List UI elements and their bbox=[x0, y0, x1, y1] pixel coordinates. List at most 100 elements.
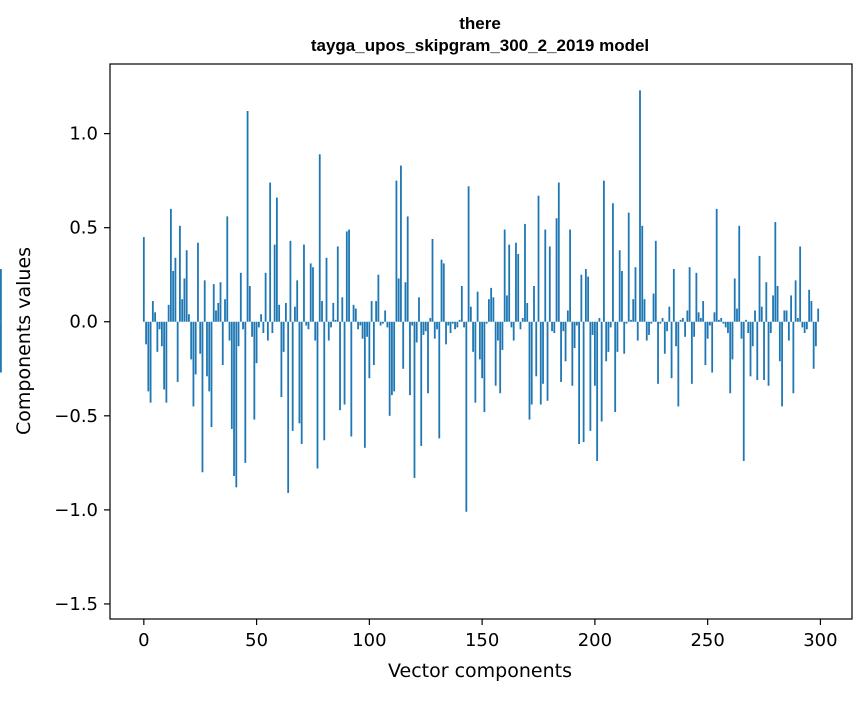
bars-group bbox=[0, 90, 820, 512]
bar-48 bbox=[251, 321, 253, 337]
bar-69 bbox=[298, 321, 301, 424]
bar-18 bbox=[183, 278, 186, 322]
bar-6 bbox=[156, 321, 159, 352]
bar-1 bbox=[145, 321, 147, 345]
bar-33 bbox=[217, 302, 220, 322]
bar-12 bbox=[169, 208, 172, 322]
bar-63 bbox=[285, 302, 287, 322]
bar-17 bbox=[181, 299, 184, 322]
bar-184 bbox=[557, 182, 560, 322]
bar-32 bbox=[215, 310, 217, 322]
bar-105 bbox=[379, 321, 382, 326]
bar-121 bbox=[415, 321, 418, 343]
bar-75 bbox=[312, 267, 314, 322]
bar-31 bbox=[212, 284, 215, 322]
bar-288 bbox=[792, 321, 795, 394]
bar-3 bbox=[149, 321, 152, 403]
bar-158 bbox=[499, 321, 502, 394]
bar-106 bbox=[381, 321, 384, 324]
x-tick-label: 0 bbox=[138, 630, 149, 651]
y-tick-label: −0.5 bbox=[54, 406, 98, 427]
bar-280 bbox=[774, 222, 777, 322]
x-tick-label: 150 bbox=[465, 630, 499, 651]
bar-39 bbox=[230, 321, 233, 429]
bar-97 bbox=[361, 321, 364, 339]
bar-194 bbox=[580, 274, 583, 322]
bar-230 bbox=[661, 317, 664, 322]
bar-277 bbox=[767, 321, 770, 386]
bar-95 bbox=[357, 321, 359, 330]
bar-204 bbox=[603, 180, 605, 322]
bar-201 bbox=[596, 321, 599, 461]
bar-172 bbox=[530, 321, 533, 405]
bar-110 bbox=[391, 321, 393, 396]
bar-299 bbox=[817, 308, 820, 322]
bar-282 bbox=[778, 321, 781, 362]
bar-210 bbox=[616, 321, 619, 352]
y-tick-label: −1.0 bbox=[54, 500, 98, 521]
bar-178 bbox=[544, 229, 547, 322]
bar-190 bbox=[571, 321, 574, 386]
bar-117 bbox=[406, 216, 409, 322]
bar-202 bbox=[598, 317, 601, 322]
bar-215 bbox=[627, 212, 630, 322]
bar-71 bbox=[303, 244, 305, 322]
bar-77 bbox=[316, 321, 319, 469]
bar-131 bbox=[438, 321, 441, 439]
bar-7 bbox=[158, 321, 161, 330]
bar-161 bbox=[506, 295, 508, 322]
bar-245 bbox=[695, 272, 698, 322]
bar-167 bbox=[519, 321, 522, 330]
bar-197 bbox=[587, 276, 590, 322]
bar-91 bbox=[348, 229, 350, 322]
x-tick-label: 200 bbox=[578, 630, 612, 651]
bar-214 bbox=[625, 321, 628, 324]
bar-295 bbox=[808, 289, 811, 322]
bar-35 bbox=[221, 321, 224, 366]
x-axis-ticks: 0 50 100 150 200 250 300 bbox=[138, 619, 838, 651]
bar-135 bbox=[447, 321, 450, 326]
bar-87 bbox=[339, 321, 341, 411]
bar-257 bbox=[722, 321, 725, 324]
bar-235 bbox=[672, 269, 675, 322]
bar-66 bbox=[291, 321, 294, 431]
bar-242 bbox=[688, 267, 691, 322]
bar-232 bbox=[666, 321, 668, 332]
bar-243 bbox=[690, 321, 693, 384]
chart-title: there bbox=[459, 14, 501, 33]
bar-171 bbox=[528, 321, 531, 420]
bar-46 bbox=[246, 111, 249, 322]
bar-156 bbox=[494, 321, 497, 386]
bar-52 bbox=[260, 314, 262, 322]
bar-226 bbox=[652, 293, 655, 322]
bar-42 bbox=[237, 321, 240, 347]
bar-248 bbox=[702, 301, 705, 322]
bar-38 bbox=[228, 321, 231, 341]
y-tick-label: 1.0 bbox=[69, 124, 98, 145]
bar-19 bbox=[185, 250, 188, 322]
bar-145 bbox=[469, 306, 472, 322]
bar-285 bbox=[785, 310, 788, 322]
bar-2 bbox=[147, 321, 150, 392]
bar-8 bbox=[160, 321, 163, 347]
bar-221 bbox=[641, 225, 644, 322]
bar-269 bbox=[749, 321, 752, 377]
bar-290 bbox=[796, 317, 799, 322]
bar-115 bbox=[402, 321, 405, 369]
bar-133 bbox=[442, 263, 445, 322]
bar-93 bbox=[352, 304, 355, 322]
bar-296 bbox=[810, 301, 813, 322]
bar-185 bbox=[560, 321, 562, 382]
bar-164 bbox=[512, 321, 515, 341]
bar-219 bbox=[636, 321, 639, 341]
bar-67 bbox=[294, 306, 296, 322]
bar-149 bbox=[478, 321, 481, 360]
bar-65 bbox=[289, 240, 292, 322]
bar-146 bbox=[472, 321, 474, 352]
bar-143 bbox=[465, 321, 468, 512]
bar-246 bbox=[697, 312, 700, 322]
bar-64 bbox=[287, 321, 290, 493]
bar-142 bbox=[463, 321, 465, 328]
bar-10 bbox=[165, 321, 168, 403]
x-tick-label: 250 bbox=[690, 630, 724, 651]
